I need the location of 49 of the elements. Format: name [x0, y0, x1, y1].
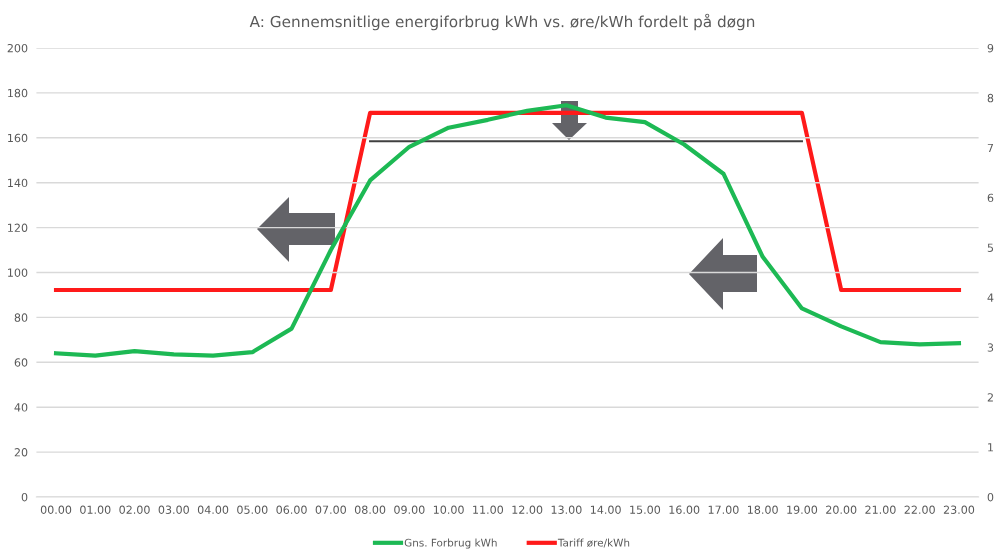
- y-tick-label: 40: [14, 403, 28, 412]
- y-tick-label: 160: [8, 133, 28, 143]
- y-tick-label: 120: [8, 223, 28, 232]
- x-tick-label: 16.00: [669, 505, 700, 514]
- y2-tick-label: 8: [987, 93, 994, 103]
- x-tick-label: 01.00: [80, 505, 111, 514]
- y-tick-label: 0: [21, 492, 28, 502]
- x-tick-label: 02.00: [119, 505, 150, 514]
- y-tick-label: 140: [8, 178, 28, 188]
- y-tick-label: 200: [7, 43, 28, 53]
- y2-tick-label: 4: [987, 293, 994, 302]
- y2-tick-label: 3: [987, 343, 994, 352]
- chart-title: A: Gennemsnitlige energiforbrug kWh vs. øre/kWh fordelt på døgn: [249, 13, 755, 31]
- x-tick-label: 00.00: [40, 505, 72, 514]
- x-tick-label: 05.00: [237, 505, 268, 514]
- legend-label: Gns. Forbrug kWh: [404, 538, 497, 549]
- x-tick-label: 23.00: [943, 505, 975, 514]
- y2-tick-label: 6: [987, 193, 994, 203]
- y-tick-label: 20: [14, 448, 28, 457]
- y2-tick-label: 9: [987, 43, 994, 53]
- x-tick-label: 22.00: [904, 505, 935, 514]
- x-tick-label: 15.00: [630, 505, 661, 514]
- x-tick-label: 13.00: [551, 505, 582, 514]
- x-tick-label: 20.00: [826, 505, 857, 514]
- x-tick-label: 17.00: [708, 505, 739, 514]
- y-tick-label: 180: [8, 88, 28, 98]
- y2-tick-label: 7: [987, 143, 994, 152]
- y2-tick-label: 2: [987, 393, 993, 402]
- x-tick-label: 07.00: [315, 505, 346, 514]
- x-tick-label: 21.00: [865, 505, 896, 514]
- y-tick-label: 80: [14, 313, 28, 322]
- x-tick-label: 10.00: [433, 505, 464, 514]
- x-tick-label: 03.00: [158, 505, 189, 514]
- y2-tick-label: 1: [988, 443, 993, 452]
- x-tick-label: 06.00: [276, 505, 307, 514]
- line-series: [53, 103, 962, 358]
- x-tick-label: 12.00: [512, 505, 543, 514]
- y2-tick-label: 0: [987, 492, 994, 502]
- x-tick-label: 04.00: [197, 505, 229, 514]
- y2-tick-label: 5: [987, 243, 994, 252]
- x-tick-label: 19.00: [787, 505, 818, 514]
- y-tick-label: 60: [14, 358, 28, 367]
- x-tick-label: 08.00: [354, 505, 386, 514]
- x-tick-label: 14.00: [590, 505, 621, 514]
- legend-label: Tariff øre/kWh: [557, 538, 630, 548]
- y-tick-label: 100: [8, 268, 28, 277]
- x-tick-label: 09.00: [394, 505, 425, 514]
- x-tick-label: 11.00: [473, 505, 504, 514]
- x-tick-label: 18.00: [748, 505, 778, 514]
